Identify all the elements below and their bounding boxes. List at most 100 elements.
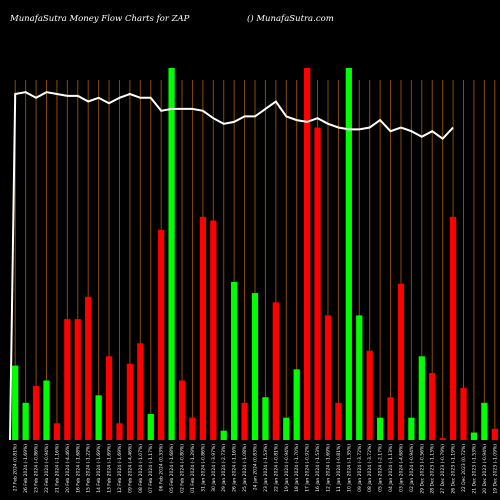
bar-19-jan-2024 xyxy=(283,417,290,440)
bar-29-dec-2023 xyxy=(418,356,425,440)
bar-27-dec-2023 xyxy=(439,438,446,440)
bar-26-dec-2023 xyxy=(449,216,457,440)
bar-24-jan-2024 xyxy=(251,293,259,440)
bar-14-feb-2024 xyxy=(95,395,102,440)
bar-08-feb-2024 xyxy=(137,343,144,440)
bar-04-jan-2024 xyxy=(387,397,394,440)
bar-09-jan-2024 xyxy=(356,315,363,440)
bar-28-dec-2023 xyxy=(429,373,436,440)
bar-18-jan-2024 xyxy=(293,369,300,440)
x-tick-label: 26 Feb 2024 (-1.69%) xyxy=(23,444,29,493)
bar-15-feb-2024 xyxy=(85,296,92,440)
bar-22-jan-2024 xyxy=(272,302,279,440)
x-tick-label: 27 Dec 2023 (-0.79%) xyxy=(440,444,446,494)
x-tick-label: 19 Dec 2023 (-1.09%) xyxy=(492,444,498,494)
x-tick-label: 21 Feb 2024 (-1.16%) xyxy=(54,444,60,493)
price-line xyxy=(9,91,454,441)
x-tick-label: 17 Jan 2024 (-0.92%) xyxy=(305,444,311,492)
x-tick-label: 08 Jan 2024 (-3.72%) xyxy=(367,444,373,492)
bar-05-feb-2024 xyxy=(168,68,175,440)
x-tick-label: 25 Jan 2024 (-1.08%) xyxy=(242,444,248,492)
chart-bars xyxy=(12,68,498,441)
x-tick-label: 05 Feb 2024 (-1.68%) xyxy=(169,444,175,493)
x-tick-label: 29 Jan 2024 (-2.73%) xyxy=(221,444,227,492)
x-tick-label: 20 Feb 2024 (-4.46%) xyxy=(65,444,71,493)
x-tick-label: 18 Jan 2024 (-1.70%) xyxy=(294,444,300,492)
x-tick-label: 23 Feb 2024 (-0.86%) xyxy=(34,444,40,493)
x-tick-label: 29 Dec 2023 (-0.56%) xyxy=(419,444,425,494)
bar-02-jan-2024 xyxy=(408,417,415,440)
x-tick-label: 21 Dec 2023 (-1.53%) xyxy=(471,444,477,494)
x-tick-label: 19 Jan 2024 (-0.94%) xyxy=(284,444,290,492)
bar-31-jan-2024 xyxy=(199,216,206,440)
x-tick-label: 07 Feb 2024 (-1.17%) xyxy=(148,444,154,493)
x-tick-label: 12 Feb 2024 (-1.69%) xyxy=(117,444,123,493)
x-tick-label: 08 Feb 2024 (-1.07%) xyxy=(138,444,144,493)
bar-12-jan-2024 xyxy=(324,315,332,440)
x-tick-label: 22 Feb 2024 (-0.94%) xyxy=(44,444,50,493)
x-tick-label: 22 Dec 2023 (0.72%) xyxy=(461,444,467,492)
x-tick-label: 09 Jan 2024 (-3.72%) xyxy=(357,444,363,492)
bar-26-jan-2024 xyxy=(231,281,238,440)
bar-09-feb-2024 xyxy=(126,363,134,440)
bar-10-jan-2024 xyxy=(345,68,352,440)
bar-07-feb-2024 xyxy=(147,413,154,440)
bar-03-jan-2024 xyxy=(397,283,405,440)
bar-20-dec-2023 xyxy=(481,402,488,440)
bar-11-jan-2024 xyxy=(335,402,342,440)
x-tick-label: 16 Feb 2024 (-1.68%) xyxy=(75,444,81,493)
x-tick-label: 12 Jan 2024 (-1.69%) xyxy=(325,444,331,492)
x-tick-label: 31 Jan 2024 (-0.86%) xyxy=(200,444,206,492)
x-tick-label: 22 Jan 2024 (-0.81%) xyxy=(273,444,279,492)
bar-13-feb-2024 xyxy=(105,356,113,440)
bar-21-dec-2023 xyxy=(470,432,478,440)
x-tick-label: 09 Feb 2024 (-4.46%) xyxy=(127,444,133,493)
chart-subtitle: () MunafaSutra.com xyxy=(247,14,334,24)
x-tick-label: 26 Jan 2024 (-1.16%) xyxy=(232,444,238,492)
bar-17-jan-2024 xyxy=(304,68,311,440)
x-tick-label: 05 Jan 2024 (-2.17%) xyxy=(378,444,384,492)
x-tick-label: 11 Jan 2024 (-0.81%) xyxy=(336,444,342,492)
bar-26-feb-2024 xyxy=(22,402,29,440)
x-tick-label: 16 Jan 2024 (-1.53%) xyxy=(315,444,321,492)
bar-06-feb-2024 xyxy=(158,229,165,440)
bar-16-jan-2024 xyxy=(314,127,321,441)
bar-12-feb-2024 xyxy=(116,423,123,440)
x-tick-label: 23 Jan 2024 (-1.53%) xyxy=(263,444,269,492)
bar-22-feb-2024 xyxy=(43,380,50,440)
x-tick-label: 04 Jan 2024 (-1.13%) xyxy=(388,444,394,492)
x-tick-label: 03 Jan 2024 (-4.68%) xyxy=(398,444,404,492)
bar-16-feb-2024 xyxy=(74,319,81,440)
bar-21-feb-2024 xyxy=(53,423,61,440)
bar-30-jan-2024 xyxy=(210,220,217,440)
bar-23-feb-2024 xyxy=(32,386,40,440)
x-tick-label: 26 Dec 2023 (-1.19%) xyxy=(451,444,457,494)
chart-x-labels: 27 Feb 2024 (0.81%) 26 Feb 2024 (-1.69%) 2… xyxy=(13,444,499,494)
bar-02-feb-2024 xyxy=(178,380,186,440)
x-tick-label: 20 Dec 2023 (-0.94%) xyxy=(482,444,488,494)
x-tick-label: 27 Feb 2024 (0.81%) xyxy=(13,444,19,491)
bar-08-jan-2024 xyxy=(366,350,373,440)
x-tick-label: 01 Feb 2024 (-1.29%) xyxy=(190,444,196,493)
chart-title: MunafaSutra Money Flow Charts for ZAP xyxy=(10,14,190,24)
bar-25-jan-2024 xyxy=(241,402,248,440)
x-tick-label: 14 Feb 2024 (-1.69%) xyxy=(96,444,102,493)
bar-27-feb-2024 xyxy=(12,365,19,440)
bar-22-dec-2023 xyxy=(460,387,467,440)
bar-01-feb-2024 xyxy=(189,417,196,440)
bar-29-jan-2024 xyxy=(220,430,227,440)
x-tick-label: 02 Feb 2024 (-0.80%) xyxy=(180,444,186,493)
x-tick-label: 30 Jan 2024 (-3.97%) xyxy=(211,444,217,492)
x-tick-label: 13 Feb 2024 (-1.69%) xyxy=(107,444,113,493)
x-tick-label: 02 Jan 2024 (-0.94%) xyxy=(409,444,415,492)
x-tick-label: 28 Dec 2023 (-1.13%) xyxy=(430,444,436,494)
bar-20-feb-2024 xyxy=(64,319,71,440)
x-tick-label: 10 Jan 2024 (-1.35%) xyxy=(346,444,352,492)
x-tick-label: 24 Jan 2024 (0.83%) xyxy=(253,444,259,490)
bar-19-dec-2023 xyxy=(491,428,498,440)
bar-23-jan-2024 xyxy=(262,397,269,440)
x-tick-label: 06 Feb 2024 (0.33%) xyxy=(159,444,165,491)
bar-05-jan-2024 xyxy=(376,417,384,440)
